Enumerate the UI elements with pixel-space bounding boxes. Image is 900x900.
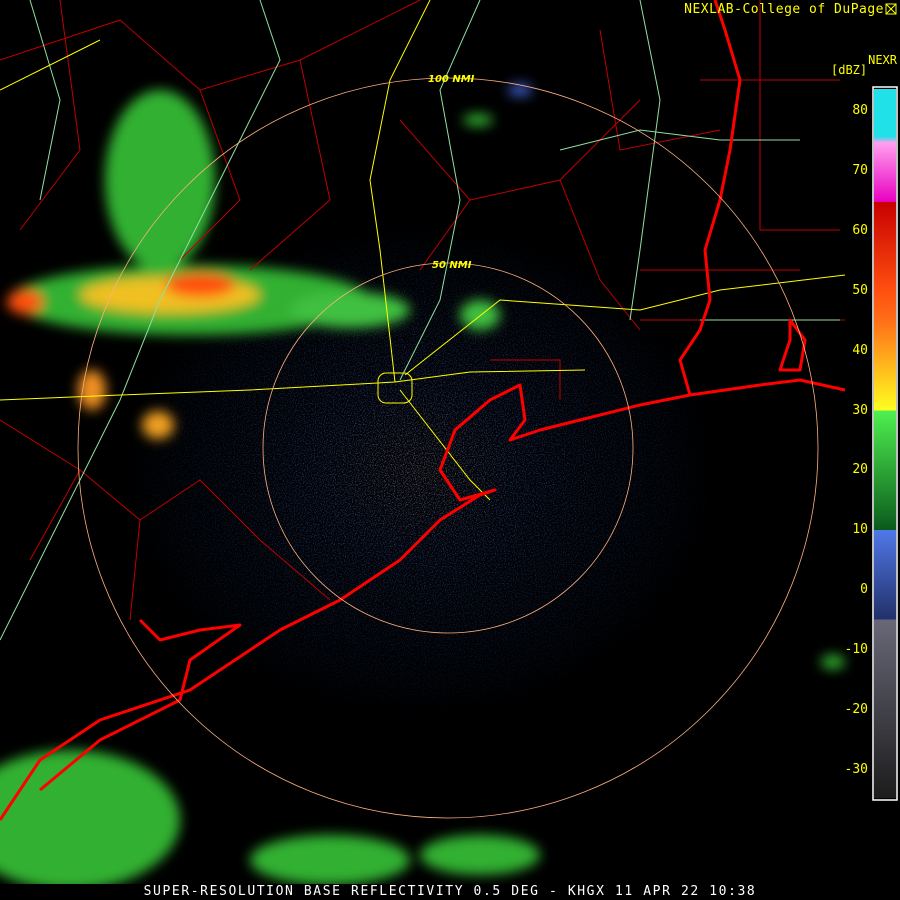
color-scale-gradient bbox=[874, 89, 896, 798]
legend-tick: 10 bbox=[852, 522, 868, 538]
ring-label-100: 100 NMI bbox=[428, 74, 475, 85]
range-rings bbox=[77, 77, 819, 819]
legend-tick: -20 bbox=[844, 702, 868, 718]
legend-tick: 70 bbox=[852, 162, 868, 178]
legend-tick: 60 bbox=[852, 222, 868, 238]
range-ring-50 bbox=[262, 262, 634, 634]
product-label: NEXR bbox=[868, 53, 897, 67]
clear-air-echo bbox=[120, 220, 720, 720]
rivers bbox=[0, 0, 840, 641]
highways bbox=[0, 0, 846, 501]
legend-tick: 20 bbox=[852, 462, 868, 478]
legend-tick: 30 bbox=[852, 402, 868, 418]
range-ring-100 bbox=[77, 77, 819, 819]
color-scale-frame bbox=[872, 86, 898, 801]
ring-label-50: 50 NMI bbox=[432, 260, 472, 271]
legend-tick: -10 bbox=[844, 642, 868, 658]
storm-echoes bbox=[0, 84, 845, 890]
legend-tick: 40 bbox=[852, 342, 868, 358]
legend-tick: 80 bbox=[852, 102, 868, 118]
legend-tick: -30 bbox=[844, 762, 868, 778]
legend-tick: 0 bbox=[860, 582, 868, 598]
coastline bbox=[0, 0, 846, 821]
legend-tick: 50 bbox=[852, 282, 868, 298]
unit-label: [dBZ] bbox=[831, 63, 868, 77]
product-title-footer: SUPER-RESOLUTION BASE REFLECTIVITY 0.5 D… bbox=[0, 884, 900, 900]
county-lines bbox=[0, 0, 845, 621]
credit-label: NEXLAB-College of DuPage bbox=[684, 2, 884, 17]
color-scale-bar bbox=[874, 89, 896, 798]
cod-logo-icon bbox=[885, 3, 897, 15]
